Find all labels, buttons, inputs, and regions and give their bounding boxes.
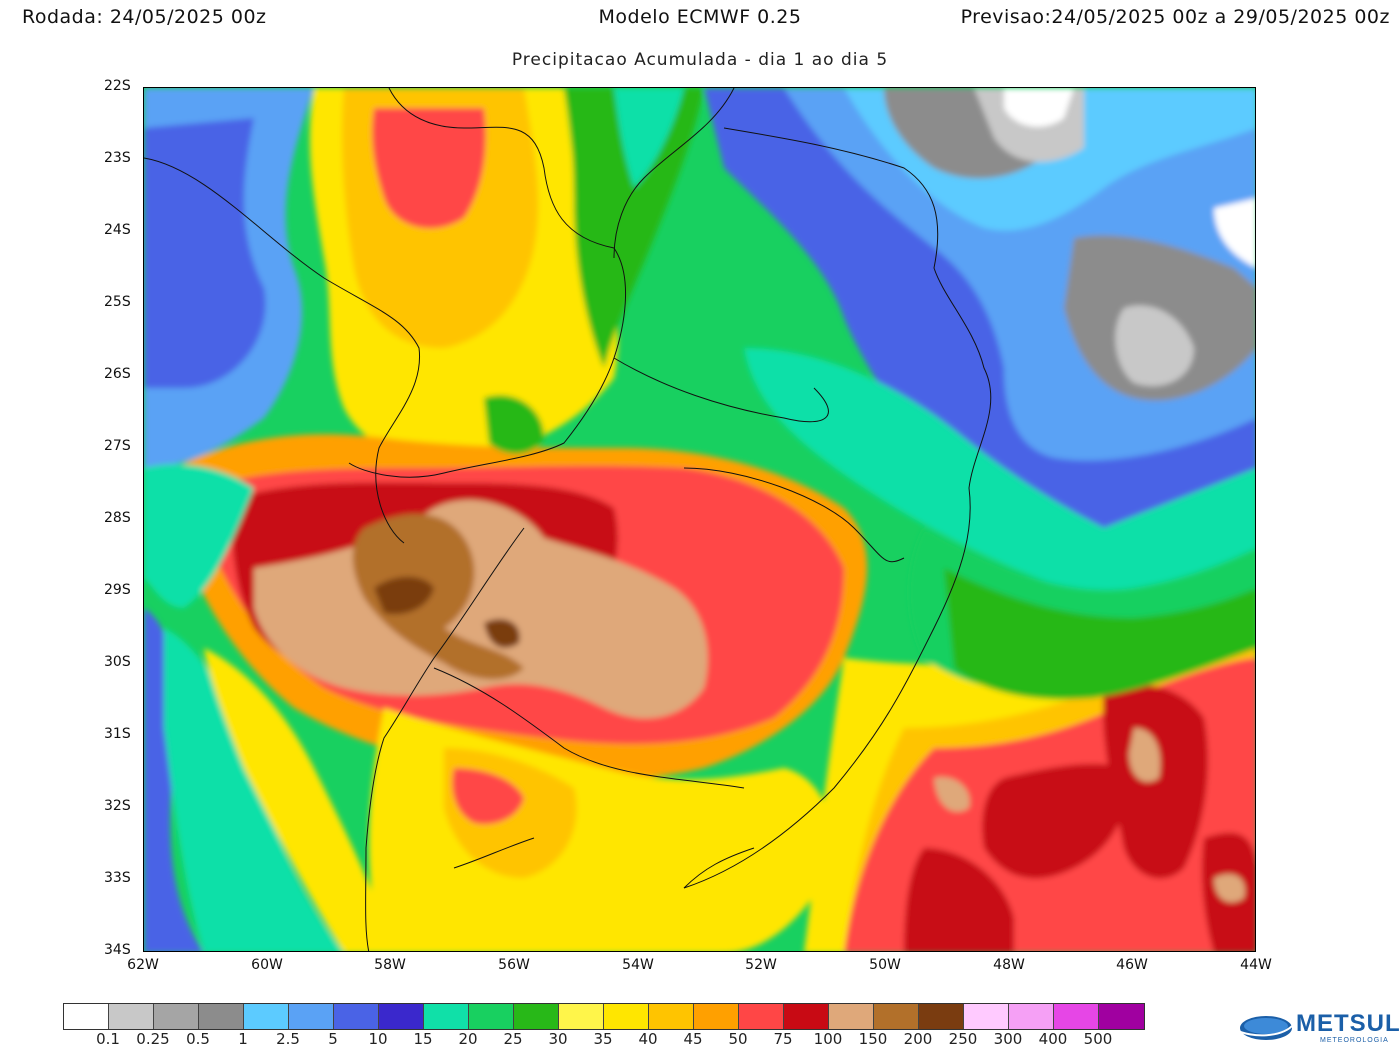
- color-scale-bar: [63, 1003, 1145, 1030]
- lat-label-25s: 25S: [104, 294, 131, 310]
- color-scale-label: 1: [238, 1030, 248, 1048]
- color-scale-swatch: [64, 1004, 109, 1029]
- color-scale-swatch: [469, 1004, 514, 1029]
- lat-label-33s: 33S: [104, 870, 131, 886]
- lat-label-23s: 23S: [104, 150, 131, 166]
- color-scale-swatch: [784, 1004, 829, 1029]
- lon-label-52w: 52W: [745, 957, 777, 973]
- lon-label-62w: 62W: [127, 957, 159, 973]
- color-scale-swatch: [604, 1004, 649, 1029]
- color-scale-label: 0.25: [136, 1030, 170, 1048]
- color-scale-label: 40: [638, 1030, 658, 1048]
- color-scale-swatch: [919, 1004, 964, 1029]
- color-scale-swatch: [334, 1004, 379, 1029]
- color-scale-label: 300: [993, 1030, 1023, 1048]
- color-scale-swatch: [289, 1004, 334, 1029]
- color-scale-swatch: [739, 1004, 784, 1029]
- metsul-logo: METSUL METEOROLOGIA: [1232, 1008, 1400, 1048]
- lon-label-58w: 58W: [374, 957, 406, 973]
- color-scale-swatch: [154, 1004, 199, 1029]
- color-scale-swatch: [559, 1004, 604, 1029]
- lat-label-32s: 32S: [104, 798, 131, 814]
- forecast-period-label: Previsao:: [960, 6, 1052, 28]
- color-scale-swatch: [379, 1004, 424, 1029]
- run-date-value: 24/05/2025 00z: [109, 6, 267, 28]
- color-scale-label: 2.5: [276, 1030, 300, 1048]
- color-scale-label: 75: [773, 1030, 793, 1048]
- color-scale-swatch: [694, 1004, 739, 1029]
- precipitation-map: [143, 87, 1256, 952]
- lat-label-26s: 26S: [104, 366, 131, 382]
- run-date: Rodada: 24/05/2025 00z: [22, 6, 267, 28]
- color-scale-swatch: [514, 1004, 559, 1029]
- color-scale-label: 100: [813, 1030, 843, 1048]
- color-scale-label: 30: [548, 1030, 568, 1048]
- lon-label-50w: 50W: [869, 957, 901, 973]
- color-scale-label: 5: [328, 1030, 338, 1048]
- map-subtitle: Precipitacao Acumulada - dia 1 ao dia 5: [511, 50, 889, 70]
- color-scale-swatch: [244, 1004, 289, 1029]
- run-date-label: Rodada:: [22, 6, 104, 28]
- political-borders: [144, 88, 992, 951]
- lon-label-56w: 56W: [498, 957, 530, 973]
- lat-label-24s: 24S: [104, 222, 131, 238]
- color-scale-label: 10: [368, 1030, 388, 1048]
- color-scale-label: 150: [858, 1030, 888, 1048]
- lon-label-54w: 54W: [622, 957, 654, 973]
- lat-label-30s: 30S: [104, 654, 131, 670]
- precip-fill-layers: [144, 88, 1255, 951]
- color-scale-label: 45: [683, 1030, 703, 1048]
- globe-icon: [1235, 1016, 1295, 1040]
- lat-label-27s: 27S: [104, 438, 131, 454]
- logo-text: METSUL: [1296, 1010, 1400, 1037]
- color-scale-label: 500: [1083, 1030, 1113, 1048]
- color-scale-swatch: [199, 1004, 244, 1029]
- color-scale-swatch: [1099, 1004, 1144, 1029]
- color-scale-label: 0.5: [186, 1030, 210, 1048]
- color-scale-swatch: [1054, 1004, 1099, 1029]
- lon-label-46w: 46W: [1116, 957, 1148, 973]
- color-scale-label: 250: [948, 1030, 978, 1048]
- color-scale-swatch: [424, 1004, 469, 1029]
- lon-label-60w: 60W: [251, 957, 283, 973]
- logo-subtext: METEOROLOGIA: [1320, 1037, 1389, 1044]
- forecast-period-value: 24/05/2025 00z a 29/05/2025 00z: [1051, 6, 1390, 28]
- color-scale-label: 20: [458, 1030, 478, 1048]
- forecast-period: Previsao:24/05/2025 00z a 29/05/2025 00z: [961, 6, 1390, 28]
- lat-label-29s: 29S: [104, 582, 131, 598]
- color-scale-label: 25: [503, 1030, 523, 1048]
- model-name: Modelo ECMWF 0.25: [598, 6, 802, 28]
- color-scale-swatch: [829, 1004, 874, 1029]
- color-scale-label: 200: [903, 1030, 933, 1048]
- color-scale-label: 50: [728, 1030, 748, 1048]
- lat-label-28s: 28S: [104, 510, 131, 526]
- lat-label-22s: 22S: [104, 78, 131, 94]
- color-scale-swatch: [1009, 1004, 1054, 1029]
- color-scale-swatch: [964, 1004, 1009, 1029]
- color-scale-swatch: [109, 1004, 154, 1029]
- color-scale-swatch: [874, 1004, 919, 1029]
- color-scale-label: 15: [413, 1030, 433, 1048]
- lat-label-34s: 34S: [104, 942, 131, 958]
- lon-label-48w: 48W: [993, 957, 1025, 973]
- color-scale-swatch: [649, 1004, 694, 1029]
- color-scale-label: 400: [1038, 1030, 1068, 1048]
- lat-label-31s: 31S: [104, 726, 131, 742]
- color-scale-label: 0.1: [96, 1030, 120, 1048]
- lon-label-44w: 44W: [1240, 957, 1272, 973]
- precipitation-field: [144, 88, 1255, 951]
- color-scale-label: 35: [593, 1030, 613, 1048]
